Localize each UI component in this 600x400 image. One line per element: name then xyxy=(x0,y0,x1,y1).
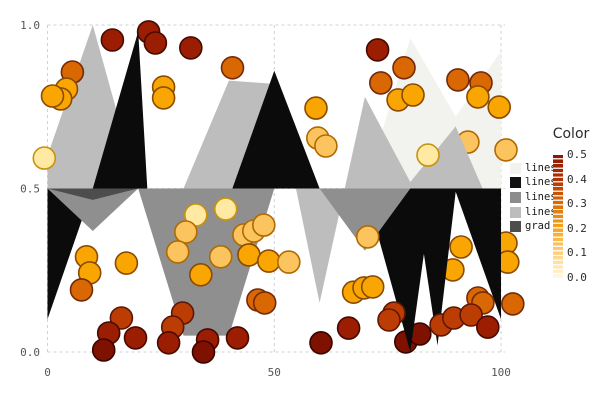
scatter-point xyxy=(252,291,277,315)
scatter-point xyxy=(401,83,425,107)
scatter-point xyxy=(114,251,139,275)
scatter-point xyxy=(500,292,525,316)
scatter-point xyxy=(355,225,380,249)
legend-entry-label: grad xyxy=(525,220,551,233)
legend-entry[interactable]: lines xyxy=(510,190,557,205)
legend-title: Color xyxy=(552,126,590,142)
colorbar-tick-label: 0.2 xyxy=(567,221,587,235)
legend-entry-label: lines xyxy=(525,176,557,189)
scatter-point xyxy=(213,197,238,221)
scatter-point xyxy=(475,315,500,339)
legend-swatch xyxy=(510,177,521,189)
scatter-point xyxy=(123,326,148,350)
scatter-point xyxy=(208,244,233,269)
scatter-point xyxy=(416,143,440,167)
y-axis-tick-label: 0.0 xyxy=(20,346,40,359)
area-series-3-lines xyxy=(47,188,501,336)
legend-swatch xyxy=(510,191,521,203)
scatter-point xyxy=(314,134,338,158)
scatter-point xyxy=(449,235,473,259)
scatter-point xyxy=(109,306,134,330)
scatter-point xyxy=(336,316,361,340)
scatter-point xyxy=(32,146,57,170)
legend-entry-label: lines xyxy=(525,205,557,218)
legend-entry[interactable]: grad xyxy=(510,219,557,234)
scatter-point xyxy=(446,68,470,92)
area-series-4-grad xyxy=(47,188,501,200)
colorbar-gradient xyxy=(553,155,563,278)
area-series-2-lines xyxy=(47,31,501,352)
scatter-point xyxy=(174,220,198,244)
scatter-point xyxy=(151,86,176,110)
colorbar-tick-label: 0.3 xyxy=(567,197,587,211)
scatter-point xyxy=(392,56,416,80)
scatter-point xyxy=(100,28,125,52)
scatter-point xyxy=(91,338,116,362)
scatter-point xyxy=(225,326,250,350)
scatter-point xyxy=(156,330,181,355)
scatter-point xyxy=(251,213,276,237)
scatter-point xyxy=(276,250,301,274)
colorbar-tick-label: 0.5 xyxy=(567,148,587,161)
scatter-point xyxy=(189,262,213,287)
y-axis-tick-label: 1.0 xyxy=(20,19,40,32)
colorbar-tick-label: 0.1 xyxy=(567,246,587,260)
scatter-point xyxy=(459,303,483,327)
scatter-point xyxy=(304,96,328,120)
legend-swatch xyxy=(510,206,521,218)
legend-entry-label: lines xyxy=(525,190,557,203)
scatter-point xyxy=(377,308,401,332)
scatter-point xyxy=(487,95,512,119)
legend-entries: lines lines lines lines grad xyxy=(510,161,557,234)
scatter-point xyxy=(365,38,390,62)
scatter-point xyxy=(368,71,393,95)
colorbar-tick-label: 0.4 xyxy=(567,172,587,186)
legend-swatch xyxy=(510,162,521,174)
scatter-point xyxy=(165,240,190,264)
scatter-point xyxy=(40,84,65,108)
legend-entry-label: lines xyxy=(525,161,557,174)
legend-entry[interactable]: lines xyxy=(510,161,557,176)
scatter-point xyxy=(179,36,203,60)
x-axis-tick-label: 100 xyxy=(491,366,511,379)
scatter-point xyxy=(69,278,94,302)
scatter-point xyxy=(466,85,490,109)
colorbar-tick-label: 0.0 xyxy=(567,271,587,284)
x-axis-tick-label: 50 xyxy=(268,366,281,379)
scatter-point xyxy=(256,249,281,273)
scatter-point xyxy=(360,275,385,299)
legend-entry[interactable]: lines xyxy=(510,176,557,191)
scatter-point xyxy=(237,243,261,267)
legend-entry[interactable]: lines xyxy=(510,205,557,220)
scatter-point xyxy=(220,56,245,80)
scatter-point xyxy=(494,138,518,162)
x-axis-tick-label: 0 xyxy=(44,366,51,379)
y-axis-tick-label: 0.5 xyxy=(20,183,40,196)
legend: Color lines lines lines lines grad 0.5 0.4 0.3… xyxy=(508,120,600,320)
legend-swatch xyxy=(510,221,521,233)
scatter-point xyxy=(143,31,168,55)
scatter-point xyxy=(191,340,216,364)
scatter-point xyxy=(309,330,333,355)
